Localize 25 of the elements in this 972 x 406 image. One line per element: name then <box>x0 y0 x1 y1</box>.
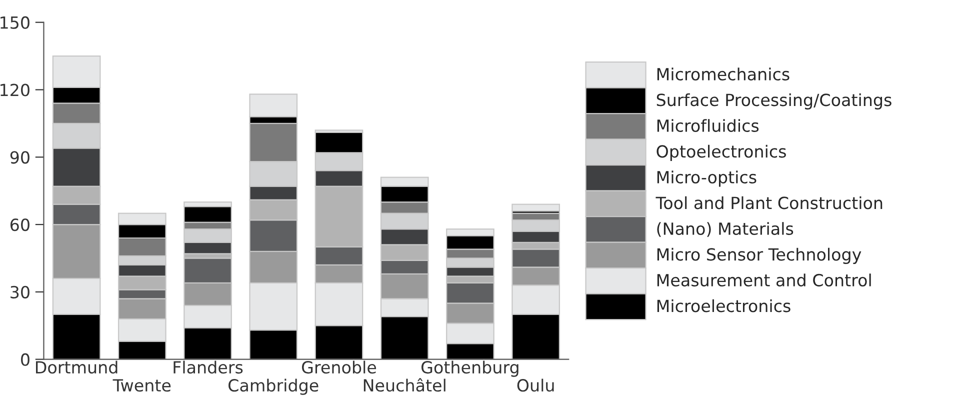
x-tick-label: Grenoble <box>302 360 376 374</box>
legend-label: Tool and Plant Construction <box>656 196 882 210</box>
legend-label: Optoelectronics <box>656 144 786 161</box>
legend-label: Surface Processing/Coatings <box>656 93 892 110</box>
y-tick-label: 30 <box>10 286 30 298</box>
legend-label: Microfluidics <box>657 119 759 132</box>
bar <box>512 204 560 212</box>
x-tick-label: Flanders <box>174 360 243 374</box>
legend-label: Micro Sensor Technology <box>657 248 862 264</box>
y-tick-label: 120 <box>0 84 30 96</box>
legend-label: Measurement and Control <box>657 274 871 286</box>
x-tick-label: Neuchâtel <box>364 378 446 392</box>
x-tick-label: Oulu <box>517 378 554 392</box>
x-tick-label: Twente <box>112 379 171 392</box>
legend-label: Micro-optics <box>657 170 756 187</box>
x-tick-label: Cambridge <box>228 378 318 395</box>
legend-label: Micromechanics <box>657 68 790 80</box>
y-tick-label: 60 <box>10 218 30 232</box>
y-tick-label: 0 <box>21 353 30 366</box>
y-tick-label: 150 <box>0 16 30 29</box>
y-tick-label: 90 <box>10 151 30 164</box>
legend-label: Microelectronics <box>657 299 790 312</box>
legend-label: (Nano) Materials <box>657 222 794 237</box>
x-tick-label: Gothenburg <box>421 360 518 377</box>
x-tick-label: Dortmund <box>36 360 118 374</box>
